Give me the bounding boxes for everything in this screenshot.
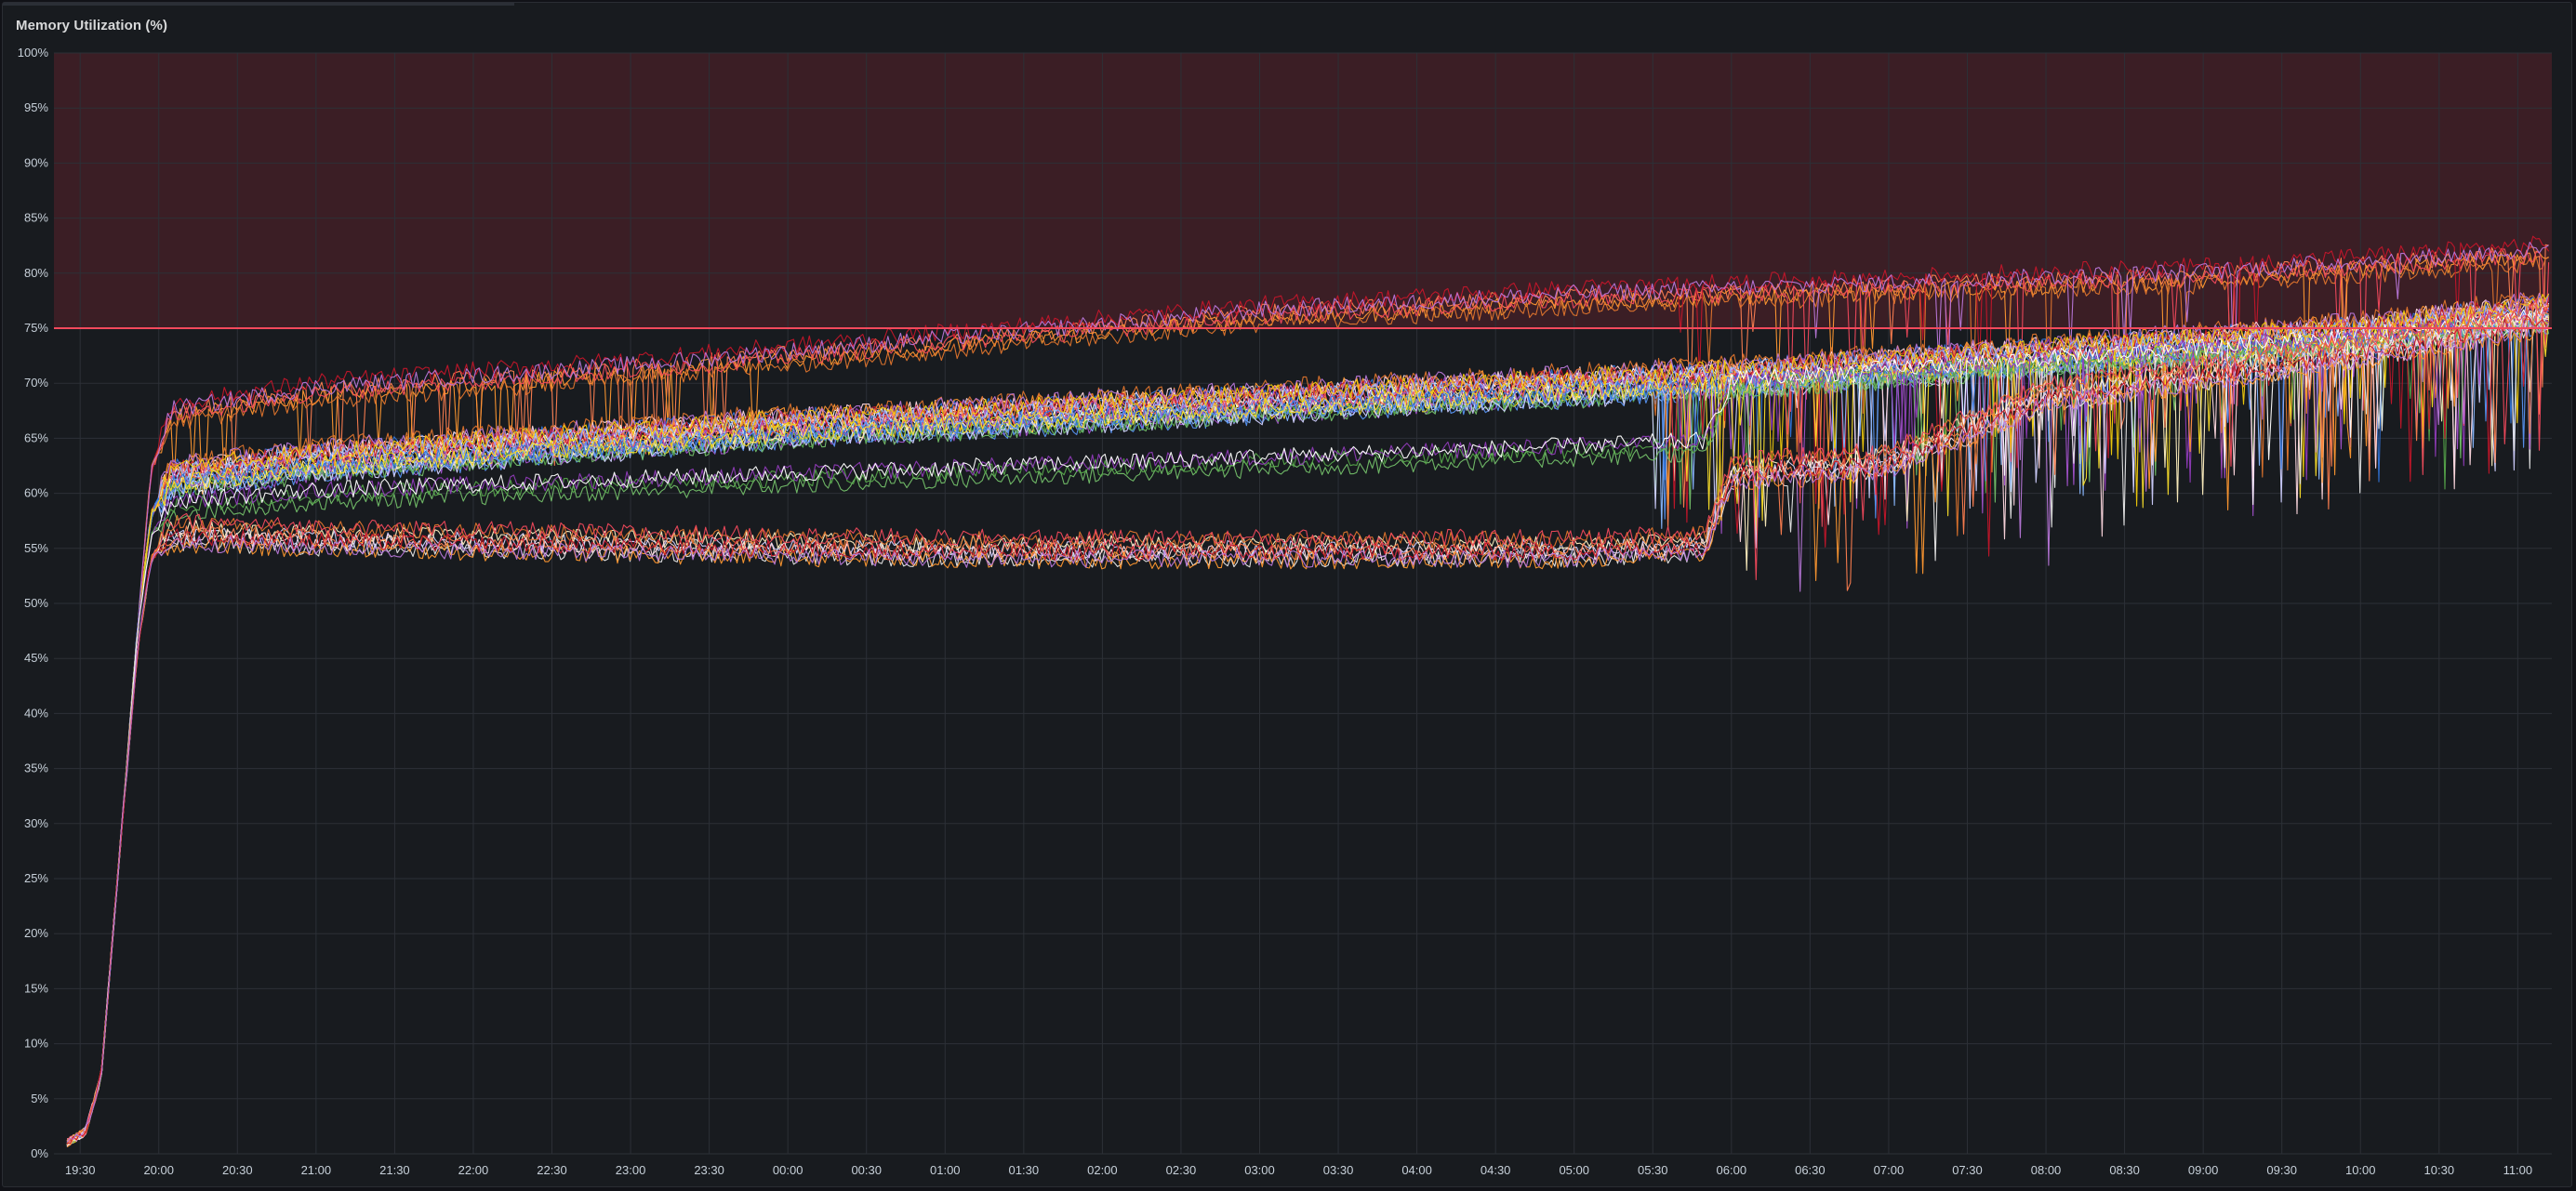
y-tick-label: 60%: [24, 486, 48, 500]
y-tick-label: 70%: [24, 376, 48, 390]
x-tick-label: 19:30: [65, 1163, 96, 1177]
panel-title[interactable]: Memory Utilization (%): [16, 18, 168, 33]
series-line: [67, 297, 2550, 1145]
series-line: [67, 241, 2549, 1145]
x-tick-label: 09:30: [2266, 1163, 2297, 1177]
x-tick-label: 00:00: [773, 1163, 803, 1177]
x-tick-label: 07:00: [1874, 1163, 1905, 1177]
grid: [54, 52, 2552, 1155]
y-tick-label: 75%: [24, 321, 48, 335]
x-tick-label: 01:30: [1009, 1163, 1040, 1177]
y-tick-label: 35%: [24, 761, 48, 775]
x-tick-label: 22:30: [537, 1163, 567, 1177]
x-tick-label: 20:30: [222, 1163, 253, 1177]
y-tick-label: 40%: [24, 706, 48, 720]
y-tick-label: 25%: [24, 871, 48, 885]
series-line: [66, 295, 2550, 1148]
x-tick-label: 22:00: [458, 1163, 489, 1177]
x-tick-label: 00:30: [851, 1163, 882, 1177]
series-line: [67, 296, 2550, 1144]
x-tick-label: 10:00: [2345, 1163, 2376, 1177]
y-tick-label: 45%: [24, 651, 48, 665]
x-tick-label: 02:00: [1087, 1163, 1118, 1177]
x-tick-label: 06:00: [1717, 1163, 1747, 1177]
series-line: [66, 256, 2549, 1142]
x-tick-label: 23:00: [616, 1163, 646, 1177]
x-tick-label: 06:30: [1795, 1163, 1826, 1177]
y-tick-label: 30%: [24, 816, 48, 830]
x-tick-label: 23:30: [694, 1163, 724, 1177]
x-tick-label: 09:00: [2188, 1163, 2219, 1177]
x-tick-label: 21:00: [301, 1163, 332, 1177]
series-line: [66, 311, 2549, 1145]
x-tick-label: 05:00: [1559, 1163, 1589, 1177]
y-tick-label: 0%: [31, 1146, 48, 1160]
series-line: [66, 292, 2550, 1142]
x-tick-label: 08:00: [2031, 1163, 2062, 1177]
y-tick-label: 65%: [24, 430, 48, 444]
series-line: [66, 297, 2550, 1145]
series-line: [67, 299, 2550, 1142]
series-group: [66, 235, 2550, 1148]
series-line: [66, 322, 2550, 1143]
y-tick-label: 80%: [24, 266, 48, 280]
x-tick-label: 05:30: [1638, 1163, 1668, 1177]
x-tick-label: 10:30: [2424, 1163, 2455, 1177]
y-tick-label: 10%: [24, 1037, 48, 1051]
series-line: [66, 248, 2550, 1145]
y-tick-label: 100%: [18, 46, 49, 60]
y-tick-label: 95%: [24, 100, 48, 114]
y-tick-label: 15%: [24, 981, 48, 995]
x-tick-label: 04:00: [1401, 1163, 1432, 1177]
series-line: [67, 235, 2550, 1141]
series-line: [66, 304, 2549, 1147]
y-tick-label: 5%: [31, 1092, 48, 1105]
series-line: [67, 314, 2550, 1145]
y-tick-label: 50%: [24, 596, 48, 610]
x-tick-label: 03:30: [1323, 1163, 1354, 1177]
y-tick-label: 55%: [24, 541, 48, 555]
x-tick-label: 20:00: [143, 1163, 174, 1177]
threshold-region: [54, 53, 2552, 328]
x-tick-label: 04:30: [1481, 1163, 1511, 1177]
x-tick-label: 01:00: [930, 1163, 961, 1177]
series-line: [66, 319, 2549, 1146]
x-tick-label: 21:30: [379, 1163, 410, 1177]
series-line: [66, 292, 2549, 1140]
x-tick-label: 11:00: [2503, 1163, 2533, 1177]
x-tick-label: 02:30: [1166, 1163, 1197, 1177]
series-line: [66, 311, 2550, 1144]
x-tick-label: 03:00: [1244, 1163, 1275, 1177]
x-tick-label: 07:30: [1952, 1163, 1983, 1177]
y-tick-label: 20%: [24, 926, 48, 940]
y-tick-label: 85%: [24, 211, 48, 225]
y-tick-label: 90%: [24, 155, 48, 169]
series-line: [66, 294, 2550, 1145]
x-tick-label: 08:30: [2109, 1163, 2140, 1177]
panel-drag-handle[interactable]: [3, 3, 514, 6]
